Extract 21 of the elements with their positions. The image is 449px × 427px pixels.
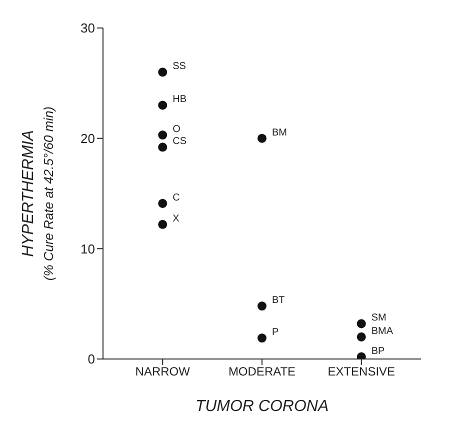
annotation: BMA <box>371 326 394 337</box>
x-tick-label: MODERATE <box>228 364 296 379</box>
y-tick-label: 10 <box>80 241 95 256</box>
y-tick-label: 20 <box>80 130 95 146</box>
y-axis-title: HYPERTHERMIA (% Cure Rate at 42.5°/60 min) <box>20 106 56 281</box>
annotation: SM <box>371 312 386 324</box>
annotation: CS <box>172 136 187 148</box>
annotation: BP <box>371 346 386 357</box>
y-tick-label: 30 <box>80 20 95 36</box>
y-tick-label: 0 <box>88 352 95 367</box>
annotation: O <box>172 124 181 136</box>
annotation: HB <box>172 94 187 106</box>
annotation: C <box>172 192 180 204</box>
annotation: SS <box>172 61 186 72</box>
annotation: P <box>272 327 279 338</box>
x-axis-title: TUMOR CORONA <box>195 398 329 415</box>
x-tick-label: NARROW <box>135 364 191 379</box>
annotation: X <box>172 213 180 224</box>
annotation: BM <box>272 127 287 138</box>
x-tick-label: EXTENSIVE <box>328 364 396 379</box>
annotation: BT <box>272 295 285 306</box>
